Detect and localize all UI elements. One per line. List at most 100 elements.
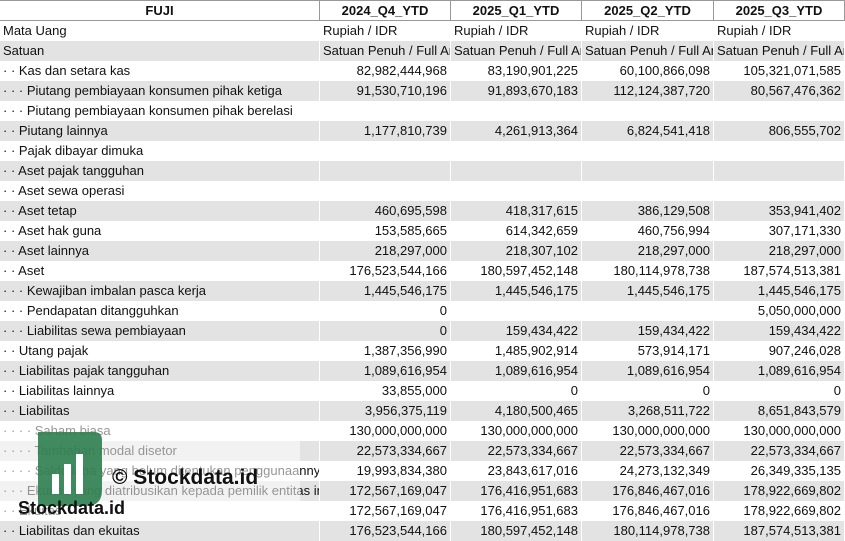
row-label: · · Aset sewa operasi [0, 181, 320, 201]
value-cell: 130,000,000,000 [582, 421, 714, 441]
table-row: · · Utang pajak 1,387,356,990 1,485,902,91… [0, 341, 845, 361]
empty-cell [451, 101, 582, 121]
table-row: · · · Kewajiban imbalan pasca kerja 1,445… [0, 281, 845, 301]
value-cell: 0 [714, 381, 845, 401]
empty-cell [714, 101, 845, 121]
value-cell: 176,416,951,683 [451, 481, 582, 501]
value-cell: 5,050,000,000 [714, 301, 845, 321]
empty-cell [451, 301, 582, 321]
value-cell: 0 [451, 381, 582, 401]
value-cell: 24,273,132,349 [582, 461, 714, 481]
row-label: Mata Uang [0, 21, 320, 41]
value-cell: 91,530,710,196 [320, 81, 451, 101]
empty-cell [320, 101, 451, 121]
value-cell: 573,914,171 [582, 341, 714, 361]
row-label: · · Pajak dibayar dimuka [0, 141, 320, 161]
value-cell: 1,089,616,954 [582, 361, 714, 381]
value-cell: Rupiah / IDR [320, 21, 451, 41]
value-cell: 0 [320, 301, 451, 321]
empty-cell [582, 181, 714, 201]
value-cell: 159,434,422 [714, 321, 845, 341]
value-cell: 172,567,169,047 [320, 501, 451, 521]
value-cell: 6,824,541,418 [582, 121, 714, 141]
value-cell: 218,297,000 [320, 241, 451, 261]
table-row: · · · Pendapatan ditangguhkan 0 5,050,000,… [0, 301, 845, 321]
value-cell: 0 [320, 321, 451, 341]
value-cell: 1,089,616,954 [451, 361, 582, 381]
row-label: · · Utang pajak [0, 341, 320, 361]
row-label: · · Liabilitas pajak tangguhan [0, 361, 320, 381]
value-cell: Satuan Penuh / Full Amount [582, 41, 714, 61]
empty-cell [320, 161, 451, 181]
value-cell: Satuan Penuh / Full Amount [451, 41, 582, 61]
row-label: · · · Piutang pembiayaan konsumen pihak … [0, 81, 320, 101]
value-cell: 33,855,000 [320, 381, 451, 401]
value-cell: 83,190,901,225 [451, 61, 582, 81]
table-row: · · Aset hak guna 153,585,665 614,342,659 4… [0, 221, 845, 241]
table-row: · · Aset sewa operasi [0, 181, 845, 201]
table-row: · · Liabilitas pajak tangguhan 1,089,616,… [0, 361, 845, 381]
value-cell: 907,246,028 [714, 341, 845, 361]
value-cell: 178,922,669,802 [714, 481, 845, 501]
empty-cell [451, 161, 582, 181]
value-cell: 176,523,544,166 [320, 261, 451, 281]
value-cell: 22,573,334,667 [714, 441, 845, 461]
value-cell: Rupiah / IDR [582, 21, 714, 41]
table-row: · · Aset pajak tangguhan [0, 161, 845, 181]
value-cell: 60,100,866,098 [582, 61, 714, 81]
value-cell: 614,342,659 [451, 221, 582, 241]
value-cell: 23,843,617,016 [451, 461, 582, 481]
table-row: · · Ekuitas172,567,169,047176,416,951,68… [0, 501, 845, 521]
empty-cell [714, 141, 845, 161]
value-cell: 187,574,513,381 [714, 521, 845, 541]
value-cell: 130,000,000,000 [320, 421, 451, 441]
table-row: · · Aset lainnya 218,297,000 218,307,102 21… [0, 241, 845, 261]
value-cell: 1,089,616,954 [714, 361, 845, 381]
value-cell: 1,177,810,739 [320, 121, 451, 141]
header-cell: 2025_Q2_YTD [582, 0, 714, 21]
value-cell: 22,573,334,667 [320, 441, 451, 461]
row-label: · · · Liabilitas sewa pembiayaan [0, 321, 320, 341]
row-label: · · Liabilitas lainnya [0, 381, 320, 401]
value-cell: 172,567,169,047 [320, 481, 451, 501]
value-cell: 153,585,665 [320, 221, 451, 241]
value-cell: 3,268,511,722 [582, 401, 714, 421]
value-cell: 1,445,546,175 [714, 281, 845, 301]
value-cell: 91,893,670,183 [451, 81, 582, 101]
table-row: · · Liabilitas 3,956,375,119 4,180,500,465… [0, 401, 845, 421]
value-cell: 218,297,000 [582, 241, 714, 261]
watermark-logo-text: Stockdata.id [18, 498, 126, 518]
value-cell: 130,000,000,000 [451, 421, 582, 441]
value-cell: 218,297,000 [714, 241, 845, 261]
value-cell: 3,956,375,119 [320, 401, 451, 421]
value-cell: 4,180,500,465 [451, 401, 582, 421]
row-label: Satuan [0, 41, 320, 61]
value-cell: 1,089,616,954 [320, 361, 451, 381]
value-cell: 1,387,356,990 [320, 341, 451, 361]
value-cell: 26,349,335,135 [714, 461, 845, 481]
empty-cell [582, 301, 714, 321]
table-row: · · Liabilitas dan ekuitas 176,523,544,16… [0, 521, 845, 541]
value-cell: 353,941,402 [714, 201, 845, 221]
row-label: · · Liabilitas dan ekuitas [0, 521, 320, 541]
empty-cell [714, 181, 845, 201]
empty-cell [320, 181, 451, 201]
value-cell: 806,555,702 [714, 121, 845, 141]
value-cell: 180,114,978,738 [582, 261, 714, 281]
value-cell: Rupiah / IDR [451, 21, 582, 41]
value-cell: 180,114,978,738 [582, 521, 714, 541]
row-label: · · Aset tetap [0, 201, 320, 221]
watermark-text: © Stockdata.id [112, 466, 259, 489]
value-cell: 112,124,387,720 [582, 81, 714, 101]
value-cell: 460,695,598 [320, 201, 451, 221]
value-cell: 307,171,330 [714, 221, 845, 241]
empty-cell [320, 141, 451, 161]
row-label: · · Aset lainnya [0, 241, 320, 261]
value-cell: 22,573,334,667 [451, 441, 582, 461]
table-row: · · Liabilitas lainnya 33,855,000 0 0 0 [0, 381, 845, 401]
value-cell: 19,993,834,380 [320, 461, 451, 481]
table-row: · · · Liabilitas sewa pembiayaan 0 159,434… [0, 321, 845, 341]
value-cell: 178,922,669,802 [714, 501, 845, 521]
value-cell: 418,317,615 [451, 201, 582, 221]
